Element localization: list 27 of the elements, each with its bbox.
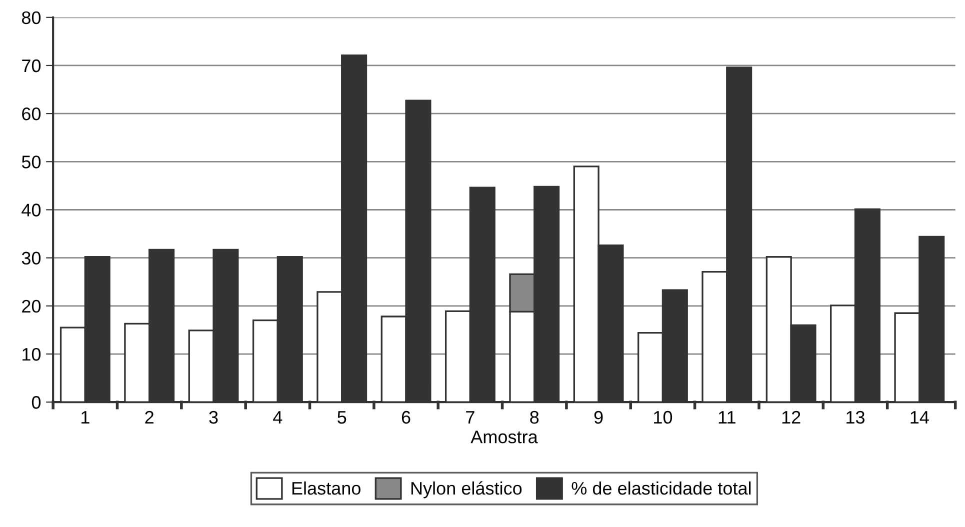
x-tick-label: 11 (718, 411, 736, 424)
x-tick-label: 8 (530, 410, 539, 424)
y-tick-label: 0 (32, 396, 41, 409)
legend-label: % de elasticidade total (572, 481, 751, 495)
x-tick-label: 2 (145, 410, 154, 424)
x-tick-label: 4 (273, 411, 282, 424)
y-tick-label: 20 (22, 300, 41, 313)
x-tick-label: 6 (402, 410, 410, 424)
y-tick-label: 50 (22, 156, 41, 168)
y-tick-label: 10 (22, 348, 41, 361)
y-tick-label: 60 (22, 108, 41, 120)
x-tick-label: 1 (82, 411, 90, 424)
x-tick-label: 13 (846, 410, 864, 424)
legend-label: Elastano (292, 481, 360, 495)
x-tick-label: 5 (338, 411, 346, 424)
x-tick-label: 12 (782, 410, 800, 424)
y-tick-label: 70 (22, 59, 41, 72)
x-tick-label: 10 (654, 410, 672, 424)
x-tick-label: 14 (910, 411, 929, 424)
x-tick-label: 3 (209, 410, 218, 424)
y-tick-label: 30 (22, 252, 41, 265)
x-tick-label: 9 (594, 410, 603, 424)
y-tick-label: 40 (22, 204, 41, 216)
x-axis-title: Amostra (470, 430, 538, 444)
legend-label: Nylon elástico (411, 481, 522, 498)
y-tick-label: 80 (22, 11, 41, 24)
x-tick-label: 7 (466, 411, 474, 424)
